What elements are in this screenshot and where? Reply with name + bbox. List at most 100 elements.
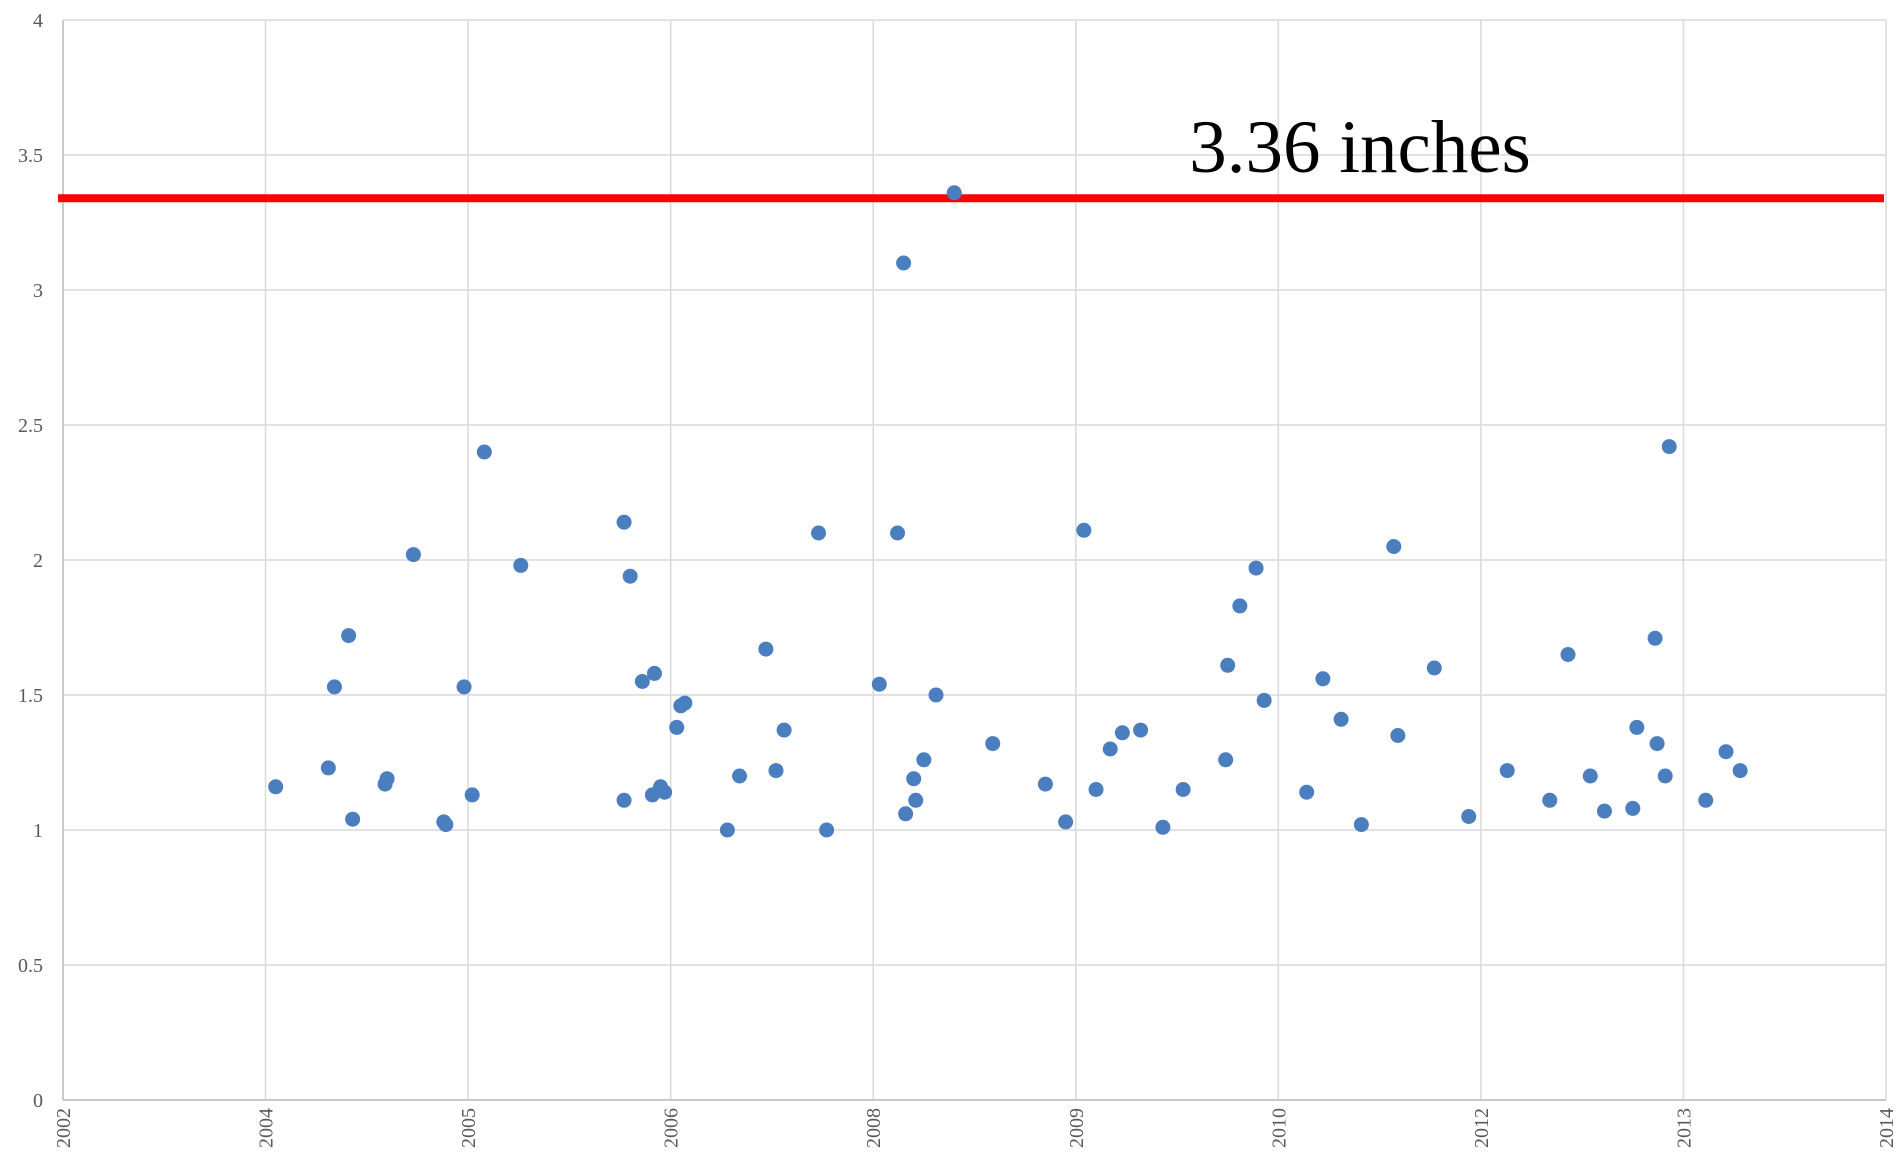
data-point bbox=[657, 784, 673, 800]
y-tick-label: 0 bbox=[33, 1090, 43, 1112]
data-point bbox=[513, 557, 529, 573]
data-point bbox=[819, 822, 835, 838]
data-point bbox=[1037, 776, 1053, 792]
data-point bbox=[1542, 792, 1558, 808]
data-point bbox=[1248, 560, 1264, 576]
data-point bbox=[1102, 741, 1118, 757]
data-point bbox=[908, 792, 924, 808]
data-point bbox=[758, 641, 774, 657]
data-point bbox=[871, 676, 887, 692]
data-point bbox=[616, 792, 632, 808]
data-point bbox=[1175, 782, 1191, 797]
data-point bbox=[916, 752, 932, 768]
threshold-label: 3.36 inches bbox=[1189, 106, 1531, 189]
data-point bbox=[438, 817, 454, 833]
data-point bbox=[1649, 736, 1665, 752]
x-tick-labels: 2002 2004 2005 2006 2008 2009 2010 2012 2013 2014 bbox=[53, 1108, 1898, 1148]
data-point bbox=[768, 763, 784, 779]
data-point bbox=[1718, 744, 1734, 760]
data-point bbox=[1596, 803, 1612, 819]
x-tick-label: 2009 bbox=[1066, 1108, 1088, 1148]
data-point bbox=[1426, 660, 1442, 676]
data-point bbox=[341, 628, 357, 644]
y-tick-label: 1 bbox=[33, 820, 43, 842]
data-point bbox=[1299, 784, 1315, 800]
y-tick-label: 3 bbox=[33, 280, 43, 302]
data-point bbox=[946, 185, 962, 201]
x-tick-label: 2004 bbox=[256, 1108, 278, 1148]
y-tick-label: 4 bbox=[33, 10, 43, 32]
data-point bbox=[1220, 657, 1236, 673]
data-point bbox=[1499, 763, 1515, 779]
data-point bbox=[985, 736, 1001, 752]
data-point bbox=[268, 779, 284, 795]
data-point bbox=[1088, 782, 1104, 797]
data-point bbox=[1582, 768, 1598, 784]
data-point bbox=[616, 514, 632, 530]
data-point bbox=[732, 768, 748, 784]
data-point bbox=[456, 679, 472, 695]
data-point bbox=[1647, 630, 1663, 646]
data-point bbox=[1333, 711, 1349, 727]
data-point bbox=[622, 568, 638, 584]
data-point bbox=[1698, 792, 1714, 808]
data-point bbox=[1315, 671, 1331, 687]
data-point bbox=[464, 787, 480, 803]
data-point bbox=[1218, 752, 1234, 768]
data-point bbox=[1114, 725, 1130, 741]
x-tick-label: 2013 bbox=[1673, 1108, 1695, 1148]
x-tick-label: 2008 bbox=[863, 1108, 885, 1148]
data-point bbox=[896, 255, 912, 271]
x-tick-label: 2012 bbox=[1471, 1108, 1493, 1148]
data-point bbox=[1386, 539, 1402, 554]
y-tick-label: 2 bbox=[33, 550, 43, 572]
x-tick-label: 2002 bbox=[53, 1108, 75, 1148]
data-point bbox=[345, 811, 361, 827]
threshold-group: 3.36 inches bbox=[58, 106, 1884, 203]
data-point bbox=[1390, 728, 1406, 743]
x-tick-label: 2005 bbox=[458, 1108, 480, 1148]
y-tick-labels: 0 0.5 1 1.5 2 2.5 3 3.5 4 bbox=[18, 10, 43, 1112]
data-point bbox=[379, 771, 395, 787]
data-point bbox=[906, 771, 922, 787]
data-point bbox=[1353, 817, 1369, 833]
data-point bbox=[677, 695, 693, 711]
data-points bbox=[268, 185, 1748, 838]
data-point bbox=[476, 444, 492, 460]
data-point bbox=[1076, 522, 1092, 538]
data-point bbox=[1256, 692, 1272, 708]
data-point bbox=[1629, 719, 1645, 735]
data-point bbox=[1133, 722, 1149, 738]
data-point bbox=[634, 674, 650, 689]
data-point bbox=[719, 822, 735, 838]
y-tick-label: 1.5 bbox=[18, 685, 43, 707]
x-tick-label: 2014 bbox=[1876, 1108, 1898, 1148]
data-point bbox=[405, 547, 421, 563]
data-point bbox=[898, 806, 914, 822]
x-tick-label: 2010 bbox=[1268, 1108, 1290, 1148]
data-point bbox=[320, 760, 336, 776]
data-point bbox=[326, 679, 342, 695]
data-point bbox=[669, 719, 685, 735]
data-point bbox=[928, 687, 944, 703]
y-tick-label: 3.5 bbox=[18, 145, 43, 167]
data-point bbox=[1058, 814, 1074, 830]
data-point bbox=[1461, 809, 1477, 824]
data-point bbox=[646, 665, 662, 681]
y-tick-label: 2.5 bbox=[18, 415, 43, 437]
data-point bbox=[890, 525, 906, 541]
data-point bbox=[776, 722, 792, 738]
grid bbox=[62, 19, 1887, 1101]
data-point bbox=[811, 525, 827, 541]
data-point bbox=[1560, 647, 1576, 662]
data-point bbox=[1732, 763, 1748, 779]
data-point bbox=[1155, 819, 1171, 835]
data-point bbox=[1625, 800, 1641, 816]
x-tick-label: 2006 bbox=[661, 1108, 683, 1148]
data-point bbox=[1661, 439, 1677, 455]
data-point bbox=[1232, 598, 1248, 614]
y-tick-label: 0.5 bbox=[18, 955, 43, 977]
data-point bbox=[1657, 768, 1673, 784]
